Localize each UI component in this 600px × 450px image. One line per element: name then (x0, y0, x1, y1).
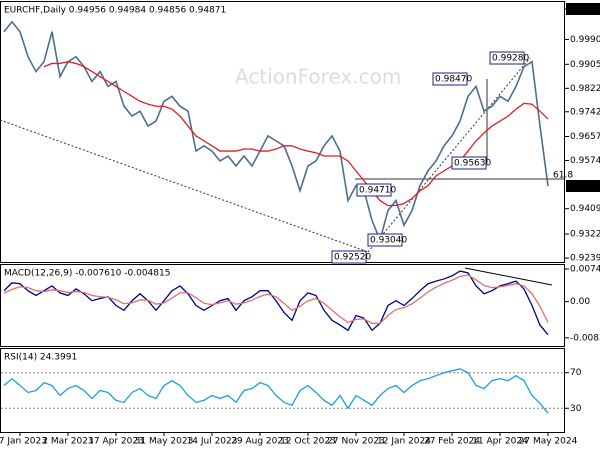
annotation: 0.98470 (435, 75, 472, 85)
x-tick-label: 27 May 2024 (519, 437, 578, 447)
annotation: 0.95630 (454, 159, 491, 169)
panel-title: MACD(12,26,9) -0.007610 -0.004815 (4, 269, 170, 279)
series-line (3, 274, 549, 324)
y-tick-label: 30 (570, 404, 582, 414)
series-line (3, 20, 549, 243)
series-line (3, 368, 549, 414)
series-line (3, 270, 549, 336)
rsi-panel (0, 348, 565, 433)
macd-panel (0, 264, 565, 347)
annotation: 0.94710 (359, 186, 396, 196)
annotation-box (451, 156, 487, 170)
annotation-box (331, 250, 367, 264)
tick-highlight (566, 2, 600, 15)
annotation-box (432, 72, 468, 86)
y-tick-label: 0.95745 (570, 156, 600, 166)
x-tick-label: 12 Jan 2024 (377, 437, 431, 447)
y-tick-label: 0.98225 (570, 84, 600, 94)
x-tick-label: 17 Jan 2023 (0, 437, 47, 447)
x-tick-label: 12 Oct 2023 (280, 437, 336, 447)
x-tick-label: 29 Aug 2023 (231, 437, 289, 447)
x-tick-label: 27 Nov 2023 (327, 437, 385, 447)
annotation: 0.92520 (334, 253, 371, 263)
annotation-box (489, 51, 525, 65)
annotation: 0.93040 (370, 236, 407, 246)
y-tick-label: 0.00 (570, 297, 590, 307)
y-tick-label: 70 (570, 368, 582, 378)
panel-title: EURCHF,Daily 0.94956 0.94984 0.94856 0.9… (4, 6, 226, 16)
series-line (43, 61, 549, 207)
macd-trend-line (464, 267, 553, 286)
y-tick-label: 0.99905 (570, 35, 600, 45)
panel-title: RSI(14) 24.3991 (4, 353, 77, 363)
annotation: 61.8 (553, 171, 573, 181)
annotation-box (367, 233, 403, 247)
watermark: ActionForex.com (235, 65, 401, 89)
x-tick-label: 14 Jul 2023 (187, 437, 238, 447)
price-panel (0, 1, 565, 263)
x-tick-label: 11 Apr 2024 (472, 437, 528, 447)
annotation: 0.99280 (492, 54, 529, 64)
y-tick-label: 0.007482 (570, 264, 600, 274)
trend-line (0, 119, 369, 253)
x-tick-label: 31 May 2023 (135, 437, 194, 447)
y-tick-label: -0.008329 (570, 333, 600, 343)
y-tick-label: 0.92395 (570, 254, 600, 264)
annotation-box (356, 183, 392, 197)
last-price-label: 0.94871 (570, 181, 600, 191)
x-tick-label: 2 Mar 2023 (42, 437, 93, 447)
last-price-box (566, 179, 600, 192)
x-tick-label: 17 Apr 2023 (88, 437, 144, 447)
x-tick-label: 27 Feb 2024 (424, 437, 480, 447)
